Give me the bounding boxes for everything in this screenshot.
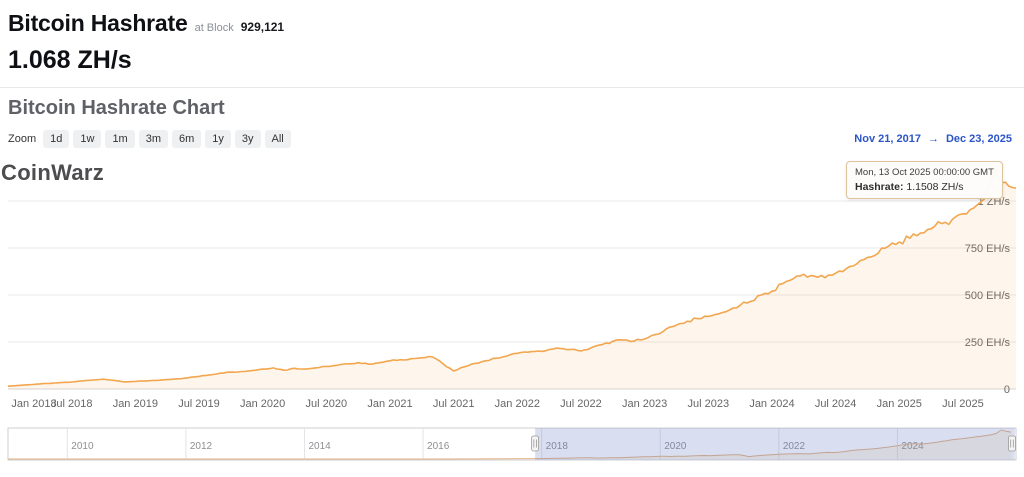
x-axis-label: Jan 2021 [367,398,412,410]
x-axis-label: Jul 2025 [942,398,984,410]
x-axis-label: Jan 2020 [240,398,285,410]
coinwarz-logo-watermark: CoinWarz [1,160,105,185]
x-axis-label: Jul 2022 [560,398,602,410]
hashrate-line [7,172,1017,387]
section-title: Bitcoin Hashrate Chart [8,97,225,119]
zoom-button-group: 1d 1w 1m 3m 6m 1y 3y All [43,129,295,148]
navigator-outline [7,427,1017,461]
hashrate-chart[interactable]: 1 ZH/s750 EH/s500 EH/s250 EH/s0Jan 2018J… [0,151,1024,413]
header: Bitcoin Hashrate at Block 929,121 1.068 … [8,10,1016,75]
y-axis-label: 500 EH/s [965,290,1011,302]
block-label: at Block [194,22,234,34]
range-end-date[interactable]: Dec 23, 2025 [945,132,1012,145]
navigator-year-label: 2020 [664,441,687,452]
x-axis-label: Jul 2019 [178,398,220,410]
zoom-button-1y[interactable]: 1y [205,129,231,148]
navigator-year-label: 2018 [546,441,569,452]
range-navigator[interactable]: 2010 2012 2014 2016 2018 2020 2022 2024 [0,427,1024,463]
zoom-button-1w[interactable]: 1w [73,129,102,148]
navigator-year-label: 2024 [901,441,924,452]
zoom-button-all[interactable]: All [264,129,291,148]
zoom-button-3m[interactable]: 3m [138,129,168,148]
navigator-line [8,429,1012,460]
navigator-area-fill [8,430,1012,459]
x-axis-label: Jan 2019 [113,398,158,410]
zoom-button-1d[interactable]: 1d [43,129,70,148]
zoom-button-6m[interactable]: 6m [172,129,202,148]
x-axis-label: Jan 2018 [11,398,56,410]
x-axis-label: Jul 2020 [306,398,348,410]
x-axis-label: Jul 2024 [815,398,857,410]
x-axis-label: Jan 2022 [495,398,540,410]
page-title: Bitcoin Hashrate [8,10,188,36]
navigator-handle-left[interactable] [531,435,540,452]
navigator-year-label: 2010 [71,441,94,452]
zoom-button-1m[interactable]: 1m [105,129,135,148]
current-hashrate-value: 1.068 ZH/s [8,46,132,74]
x-axis-label: Jan 2024 [749,398,794,410]
navigator-year-label: 2012 [190,441,213,452]
x-axis-label: Jul 2018 [51,398,93,410]
page: Bitcoin Hashrate at Block 929,121 1.068 … [0,10,1024,463]
x-axis-label: Jul 2021 [433,398,475,410]
hover-point-marker [991,169,999,177]
range-start-date[interactable]: Nov 21, 2017 [854,132,921,145]
zoom-label: Zoom [8,132,37,145]
block-number: 929,121 [240,20,285,34]
title-row: Bitcoin Hashrate at Block 929,121 [8,10,1016,37]
x-axis-label: Jan 2023 [622,398,667,410]
x-axis-label: Jan 2025 [877,398,922,410]
y-axis-label: 0 [1004,384,1010,396]
x-axis-label: Jul 2023 [687,398,729,410]
y-axis-label: 250 EH/s [965,337,1011,349]
navigator-handle-right[interactable] [1008,435,1016,452]
navigator-year-label: 2022 [783,441,806,452]
navigator-year-label: 2014 [308,441,331,452]
divider [0,87,1024,88]
navigator-selected-range[interactable] [535,428,1015,460]
zoom-button-3y[interactable]: 3y [234,129,261,148]
navigator-year-label: 2016 [427,441,450,452]
range-navigator-plot[interactable]: 2010 2012 2014 2016 2018 2020 2022 2024 [0,427,1024,463]
range-arrow-icon: → [927,132,939,145]
hashrate-area-fill [8,172,1016,389]
y-axis-label: 750 EH/s [965,243,1011,255]
y-axis-label: 1 ZH/s [978,196,1011,208]
chart-controls: Zoom 1d 1w 1m 3m 6m 1y 3y All Nov 21, 2017 → De… [8,128,1016,149]
hashrate-chart-plot[interactable]: 1 ZH/s750 EH/s500 EH/s250 EH/s0Jan 2018J… [0,151,1024,413]
date-range-selector: Nov 21, 2017 → Dec 23, 2025 [854,133,1016,145]
